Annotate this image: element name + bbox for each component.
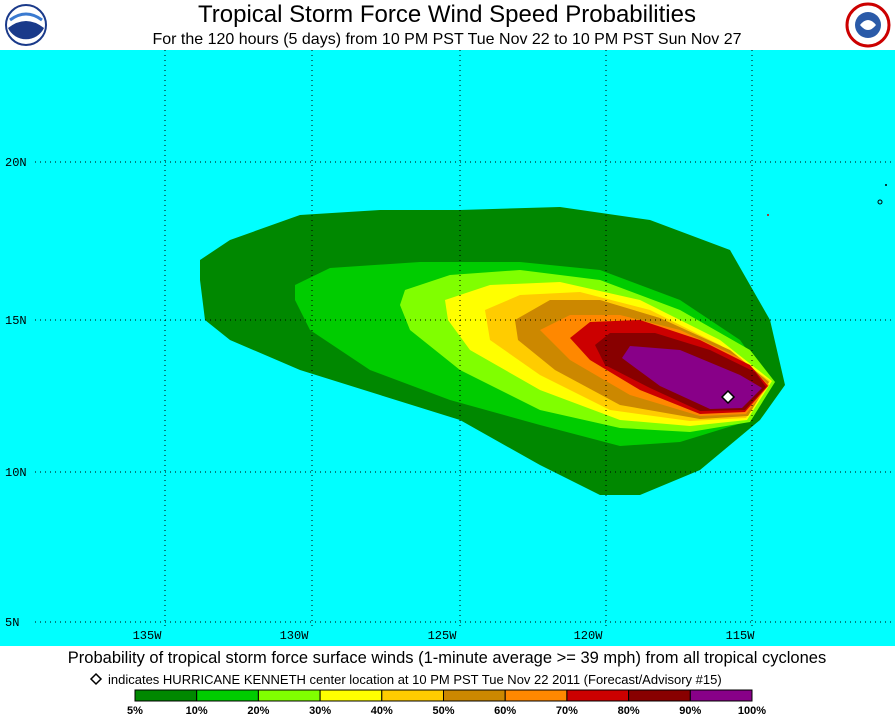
legend-swatch (381, 689, 444, 702)
legend-diamond (89, 672, 103, 686)
legend-swatch (504, 689, 568, 702)
lat-label: 20N (5, 156, 27, 170)
legend-label: 100% (738, 705, 766, 716)
legend: 5% 10% 20% 30% 40% 50% 60% 70% 80% 90% 100% (127, 689, 766, 716)
subtitle: For the 120 hours (5 days) from 10 PM PS… (152, 31, 741, 48)
lon-label: 135W (133, 629, 163, 643)
lon-label: 120W (574, 629, 604, 643)
legend-label: 5% (127, 705, 143, 716)
legend-swatch (196, 689, 259, 702)
legend-swatch (566, 689, 630, 702)
graticule (35, 50, 895, 628)
legend-swatch (628, 689, 691, 702)
title: Tropical Storm Force Wind Speed Probabil… (198, 1, 696, 28)
note: indicates HURRICANE KENNETH center locat… (108, 672, 722, 687)
storm-center (720, 389, 736, 405)
lon-label: 115W (726, 629, 756, 643)
lat-label: 5N (5, 616, 19, 630)
legend-swatch (257, 689, 321, 702)
legend-label: 70% (556, 705, 578, 716)
caption: Probability of tropical storm force surf… (68, 649, 826, 667)
lon-label: 125W (428, 629, 458, 643)
lon-label: 130W (280, 629, 310, 643)
legend-label: 50% (432, 705, 454, 716)
legend-swatch (319, 689, 383, 702)
legend-label: 10% (186, 705, 208, 716)
probability-contours (200, 207, 785, 495)
legend-label: 30% (309, 705, 331, 716)
legend-label: 80% (618, 705, 640, 716)
lat-label: 10N (5, 466, 27, 480)
islands (767, 184, 887, 216)
legend-swatch (689, 689, 753, 702)
legend-label: 90% (679, 705, 701, 716)
legend-label: 40% (371, 705, 393, 716)
nws-logo (845, 2, 891, 48)
legend-swatch (134, 689, 198, 702)
lat-label: 15N (5, 314, 27, 328)
legend-label: 20% (247, 705, 269, 716)
noaa-logo (5, 4, 47, 46)
legend-label: 60% (494, 705, 516, 716)
legend-swatch (443, 689, 506, 702)
